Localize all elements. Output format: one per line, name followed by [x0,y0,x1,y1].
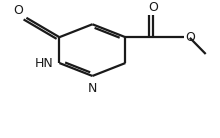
Text: O: O [185,31,195,44]
Text: N: N [88,82,97,95]
Text: HN: HN [35,57,54,70]
Text: O: O [148,1,158,14]
Text: O: O [13,3,23,17]
